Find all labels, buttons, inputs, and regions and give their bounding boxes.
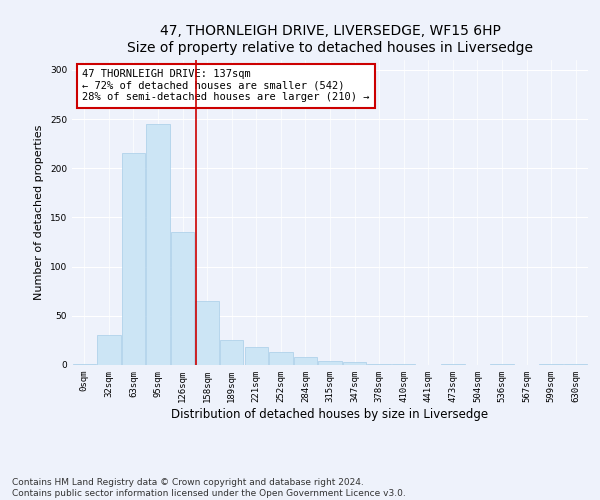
X-axis label: Distribution of detached houses by size in Liversedge: Distribution of detached houses by size …	[172, 408, 488, 420]
Bar	[269, 352, 293, 365]
Bar	[367, 364, 391, 365]
Bar	[539, 364, 563, 365]
Bar	[97, 336, 121, 365]
Bar	[343, 362, 366, 365]
Y-axis label: Number of detached properties: Number of detached properties	[34, 125, 44, 300]
Text: 47 THORNLEIGH DRIVE: 137sqm
← 72% of detached houses are smaller (542)
28% of se: 47 THORNLEIGH DRIVE: 137sqm ← 72% of det…	[82, 69, 370, 102]
Title: 47, THORNLEIGH DRIVE, LIVERSEDGE, WF15 6HP
Size of property relative to detached: 47, THORNLEIGH DRIVE, LIVERSEDGE, WF15 6…	[127, 24, 533, 54]
Bar	[564, 364, 587, 365]
Bar	[441, 364, 464, 365]
Bar	[171, 232, 194, 365]
Bar	[490, 364, 514, 365]
Bar	[196, 301, 219, 365]
Text: Contains HM Land Registry data © Crown copyright and database right 2024.
Contai: Contains HM Land Registry data © Crown c…	[12, 478, 406, 498]
Bar	[319, 361, 341, 365]
Bar	[122, 154, 145, 365]
Bar	[245, 348, 268, 365]
Bar	[73, 364, 96, 365]
Bar	[220, 340, 244, 365]
Bar	[146, 124, 170, 365]
Bar	[392, 364, 415, 365]
Bar	[294, 357, 317, 365]
